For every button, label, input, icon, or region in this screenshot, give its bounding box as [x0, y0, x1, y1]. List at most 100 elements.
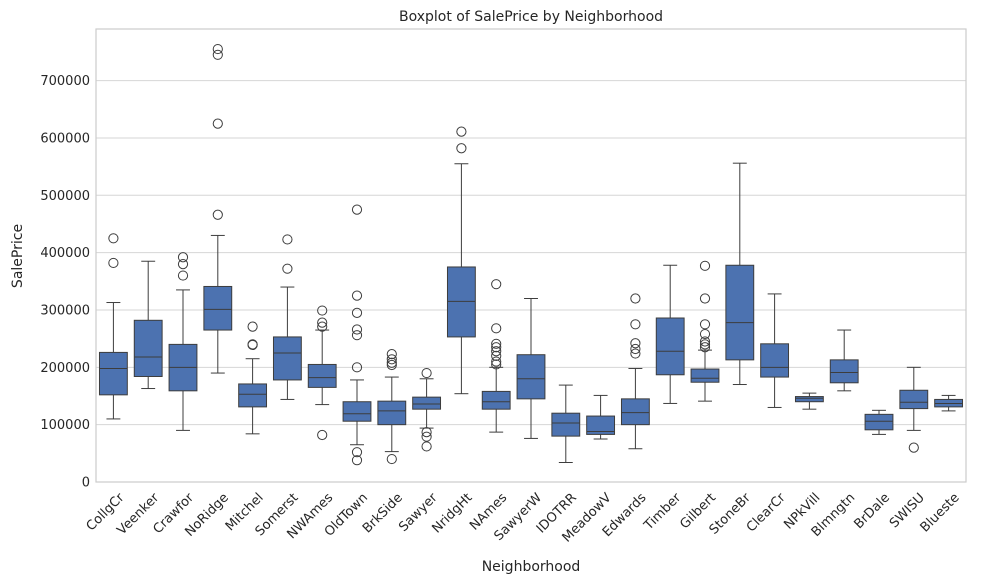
outlier-point: [908, 442, 919, 453]
outlier-point: [491, 350, 502, 361]
box-iqr: [98, 351, 128, 396]
outlier-point: [699, 260, 711, 271]
x-axis-label: Neighborhood: [482, 559, 581, 575]
outlier-point: [317, 429, 328, 441]
outlier-point: [108, 233, 119, 244]
box-group: [481, 279, 511, 433]
x-tick-label: Timber: [641, 490, 685, 534]
box-iqr: [864, 413, 894, 431]
box-iqr: [690, 368, 720, 383]
outlier-point: [456, 143, 467, 154]
outlier-point: [351, 290, 363, 301]
box-iqr: [655, 317, 685, 376]
y-tick-label: 100000: [40, 418, 90, 433]
y-axis-label: SalePrice: [10, 224, 26, 288]
outlier-point: [247, 321, 258, 332]
box-iqr: [481, 390, 511, 410]
box-group: [377, 349, 407, 465]
outlier-point: [491, 359, 502, 370]
box-iqr: [238, 383, 268, 408]
x-tick-label: Blueste: [918, 490, 963, 535]
outlier-point: [456, 126, 467, 137]
outlier-point: [491, 279, 502, 290]
outlier-point: [699, 336, 711, 347]
x-tick-label: ClearCr: [744, 490, 789, 535]
box-iqr: [620, 398, 650, 426]
box-group: [98, 233, 128, 420]
y-tick-label: 700000: [40, 74, 90, 89]
box-iqr: [377, 400, 407, 426]
box-group: [272, 234, 302, 400]
outlier-point: [212, 43, 223, 55]
outlier-point: [699, 328, 711, 340]
box-iqr: [551, 412, 581, 437]
outlier-point: [317, 317, 328, 328]
outlier-point: [108, 257, 119, 269]
outlier-point: [630, 319, 641, 330]
box-group: [829, 329, 859, 392]
outlier-point: [630, 343, 641, 355]
outlier-point: [386, 359, 397, 371]
outlier-point: [351, 362, 363, 373]
boxes: [98, 43, 964, 466]
box-group: [586, 394, 616, 440]
box-group: [655, 264, 685, 404]
x-tick-label: BrDale: [851, 490, 893, 532]
box-iqr: [760, 343, 790, 378]
box-group: [794, 392, 824, 410]
outlier-point: [491, 346, 502, 357]
outlier-point: [212, 209, 223, 220]
outlier-point: [317, 321, 328, 332]
outlier-point: [177, 259, 189, 270]
outlier-point: [386, 349, 397, 360]
outlier-point: [421, 367, 432, 379]
outlier-point: [351, 447, 363, 458]
outlier-point: [491, 356, 502, 367]
outlier-point: [699, 319, 711, 330]
box-group: [168, 252, 198, 431]
outlier-point: [177, 252, 189, 263]
outlier-point: [386, 357, 397, 368]
outlier-point: [630, 348, 641, 359]
box-group: [412, 367, 442, 452]
box-iqr: [133, 319, 163, 377]
box-group: [934, 394, 964, 412]
outlier-point: [491, 342, 502, 353]
box-iqr: [899, 389, 929, 410]
outlier-point: [421, 431, 432, 442]
box-iqr: [342, 401, 372, 422]
outlier-point: [247, 339, 258, 350]
outlier-point: [491, 338, 502, 349]
outlier-point: [630, 338, 641, 349]
outlier-point: [630, 293, 641, 304]
outlier-point: [699, 342, 711, 353]
outlier-point: [421, 441, 432, 452]
box-group: [238, 321, 268, 435]
x-axis-ticks: CollgCrVeenkerCrawforNoRidgeMitchelSomer…: [84, 490, 963, 546]
box-iqr: [586, 415, 616, 435]
outlier-point: [351, 330, 363, 341]
outlier-point: [421, 427, 432, 438]
box-iqr: [412, 396, 442, 410]
box-group: [203, 43, 233, 374]
box-iqr: [307, 363, 337, 388]
box-group: [133, 260, 163, 390]
box-group: [307, 305, 337, 441]
outlier-point: [212, 118, 223, 129]
outlier-point: [351, 204, 363, 215]
box-iqr: [203, 285, 233, 331]
box-group: [446, 126, 476, 395]
box-iqr: [446, 266, 476, 338]
box-group: [620, 293, 650, 450]
plot-frame: [95, 28, 967, 483]
outlier-point: [282, 234, 293, 245]
outlier-point: [212, 49, 223, 60]
outlier-point: [699, 293, 711, 304]
outlier-point: [351, 324, 363, 335]
box-group: [725, 162, 755, 386]
outlier-point: [386, 354, 397, 365]
outlier-point: [282, 263, 293, 274]
box-group: [516, 298, 546, 439]
box-group: [760, 293, 790, 408]
